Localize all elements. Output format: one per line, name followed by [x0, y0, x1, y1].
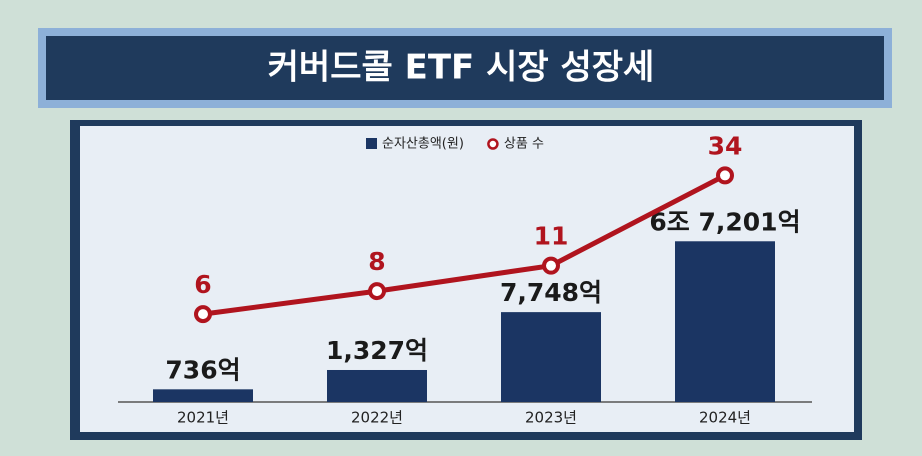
bar	[327, 369, 427, 402]
line-point	[194, 305, 212, 324]
bar	[153, 389, 253, 402]
line-value-label: 6	[194, 270, 211, 299]
bar	[501, 312, 601, 402]
x-tick-label: 2021년	[177, 409, 229, 427]
line-point	[542, 256, 560, 275]
bar-value-label: 1,327억	[326, 336, 428, 365]
legend-marker	[366, 138, 377, 149]
bar-value-label: 736억	[165, 355, 240, 384]
legend-marker	[487, 138, 499, 150]
x-tick-label: 2024년	[699, 409, 751, 427]
line-point	[716, 166, 734, 185]
bar-value-label: 6조 7,201억	[649, 207, 800, 236]
title-band	[46, 36, 884, 100]
line-value-label: 8	[368, 247, 385, 276]
line-point	[368, 282, 386, 301]
line-value-label: 11	[534, 222, 569, 251]
bar-value-label: 7,748억	[500, 278, 602, 307]
legend-label: 상품 수	[504, 137, 544, 152]
bar	[675, 241, 775, 402]
line-value-label: 34	[708, 131, 743, 160]
legend-label: 순자산총액(원)	[382, 137, 464, 152]
chart-title: 커버드콜 ETF 시장 성장세	[268, 48, 655, 88]
x-tick-label: 2023년	[525, 409, 577, 427]
line	[202, 173, 727, 317]
x-tick-label: 2022년	[351, 409, 403, 427]
